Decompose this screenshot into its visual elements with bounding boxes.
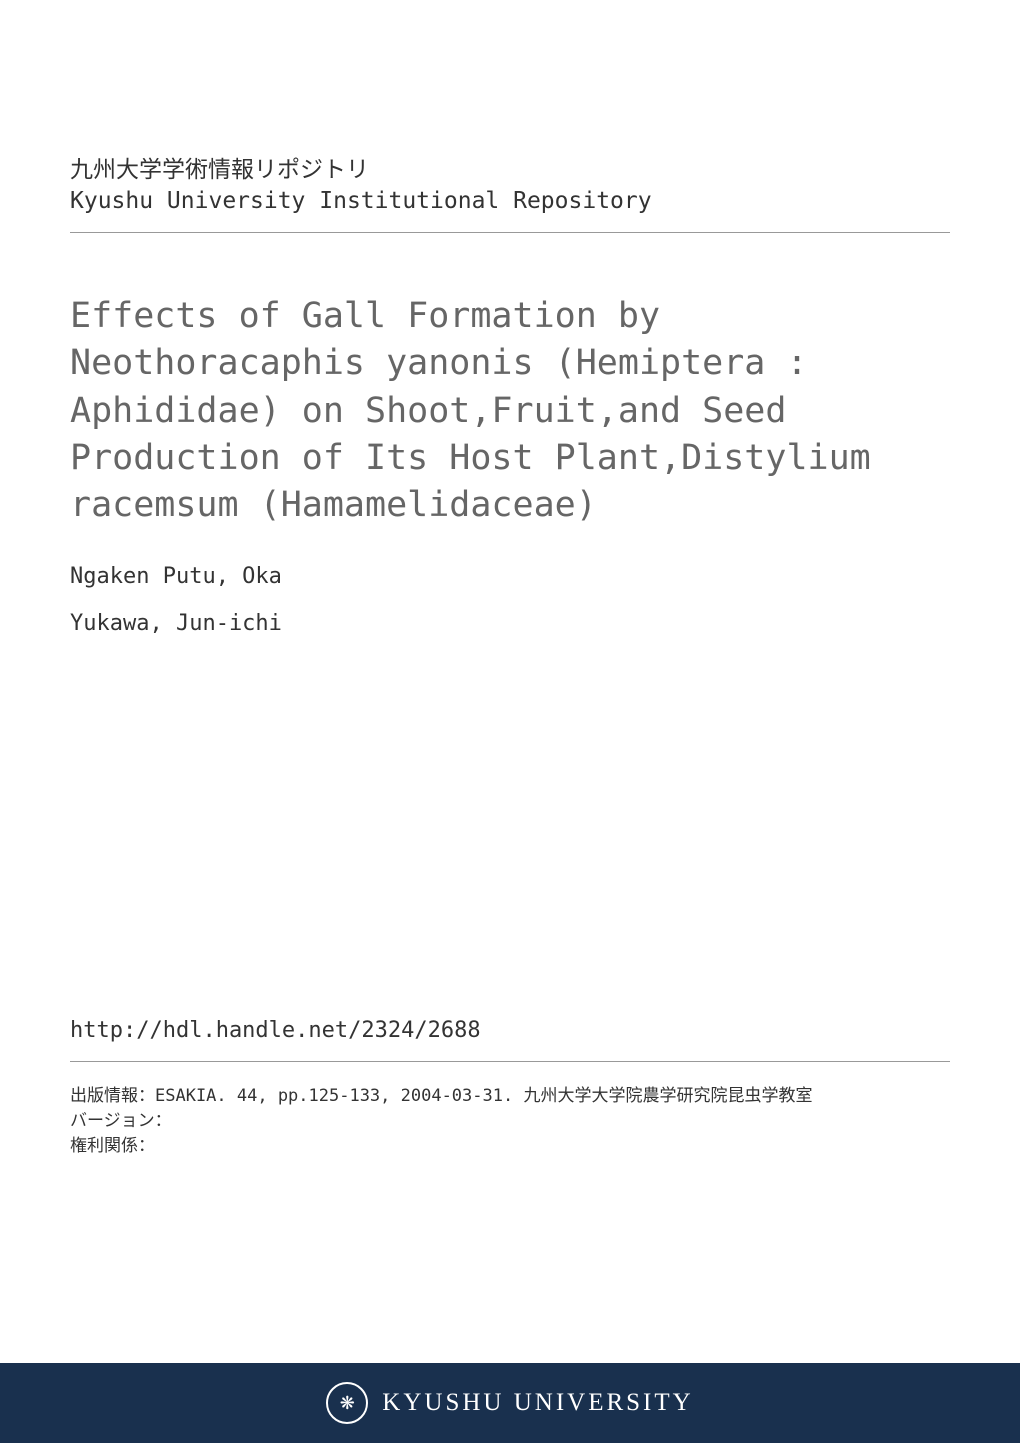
university-name: KYUSHU UNIVERSITY (382, 1389, 693, 1417)
page-content: 九州大学学術情報リポジトリ Kyushu University Institut… (0, 0, 1020, 1158)
handle-url[interactable]: http://hdl.handle.net/2324/2688 (70, 1018, 950, 1043)
vertical-spacer (70, 658, 950, 1018)
university-logo-icon: ❋ (326, 1382, 368, 1424)
publication-info: 出版情報：ESAKIA. 44, pp.125-133, 2004-03-31.… (70, 1084, 950, 1109)
rights-info: 権利関係： (70, 1134, 950, 1159)
repository-name-japanese: 九州大学学術情報リポジトリ (70, 150, 950, 184)
paper-title: Effects of Gall Formation by Neothoracap… (70, 293, 950, 529)
version-info: バージョン： (70, 1109, 950, 1134)
publication-value: ESAKIA. 44, pp.125-133, 2004-03-31. 九州大学… (155, 1086, 812, 1106)
author-2: Yukawa, Jun-ichi (70, 611, 950, 636)
author-1: Ngaken Putu, Oka (70, 564, 950, 589)
logo-symbol: ❋ (340, 1393, 355, 1414)
publication-label: 出版情報： (70, 1086, 155, 1106)
footer: ❋ KYUSHU UNIVERSITY (0, 1363, 1020, 1443)
divider-bottom (70, 1061, 950, 1062)
repository-name-english: Kyushu University Institutional Reposito… (70, 188, 950, 214)
divider-top (70, 232, 950, 233)
